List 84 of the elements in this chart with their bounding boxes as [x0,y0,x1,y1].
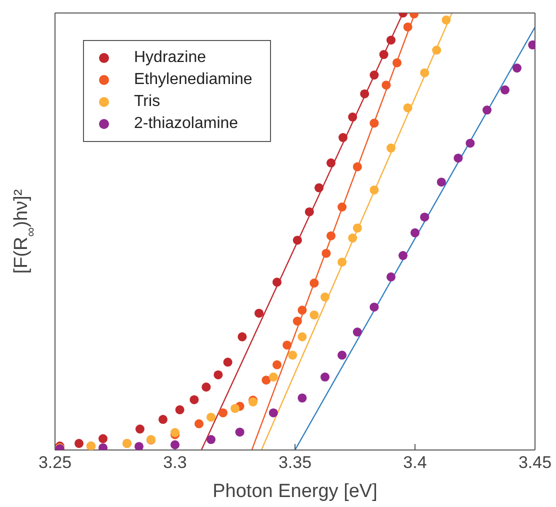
point [223,358,232,367]
x-tick-label: 3.35 [278,453,312,472]
point [298,393,307,402]
x-tick-label: 3.45 [518,453,552,472]
point [403,103,412,112]
legend-label: Tris [134,93,160,111]
point [420,68,430,78]
point [206,435,216,444]
point [338,350,347,360]
point [326,158,336,168]
x-tick-label: 3.3 [163,453,187,472]
point [190,395,199,404]
point [272,360,282,370]
point [442,15,451,24]
legend-label: Hydrazine [134,49,206,67]
point [310,278,319,288]
point [370,118,379,128]
point [348,112,358,122]
point [218,408,228,418]
point [500,85,510,94]
point [310,310,319,320]
point [320,292,330,302]
point [320,372,330,382]
point [304,207,314,216]
point [298,306,307,315]
point [272,278,282,287]
point [466,138,475,148]
point [352,162,362,172]
point [386,36,396,45]
point [338,202,347,212]
point [410,228,420,238]
point [98,434,108,444]
point [202,382,211,392]
point [386,272,396,282]
point [175,405,184,414]
point [352,224,362,233]
point [360,89,370,98]
point [482,106,492,115]
point [170,440,180,450]
point [370,70,379,80]
point [292,236,302,245]
point [398,251,408,260]
point [282,340,292,350]
point [382,80,391,90]
point [230,404,240,413]
point [158,414,168,424]
point [403,22,412,32]
point [288,350,298,360]
point [214,370,223,380]
point [268,408,278,418]
point [268,372,278,382]
point [432,46,442,55]
point [314,183,324,192]
point [135,424,144,434]
point [292,316,302,326]
point [436,178,446,187]
point [298,332,307,342]
point [370,302,379,312]
point [262,376,271,385]
point [338,133,348,142]
point [338,258,347,267]
point [352,328,362,337]
x-tick-label: 3.4 [403,453,427,472]
point [74,438,84,448]
point [326,231,336,240]
legend-label: 2-thiazolamine [134,115,238,133]
point [238,332,247,342]
point [379,50,388,60]
point [392,58,402,68]
legend-label: Ethylenediamine [134,71,252,89]
point [386,144,396,153]
point [512,64,522,73]
point [348,234,358,243]
point [235,428,244,437]
point [370,185,379,194]
x-axis-title: Photon Energy [eV] [212,481,378,502]
x-tick-label: 3.25 [38,453,72,472]
point [194,419,204,428]
point [454,154,463,163]
point [322,248,331,258]
point [206,412,216,422]
point [254,308,264,318]
point [134,442,144,450]
point [420,212,430,222]
